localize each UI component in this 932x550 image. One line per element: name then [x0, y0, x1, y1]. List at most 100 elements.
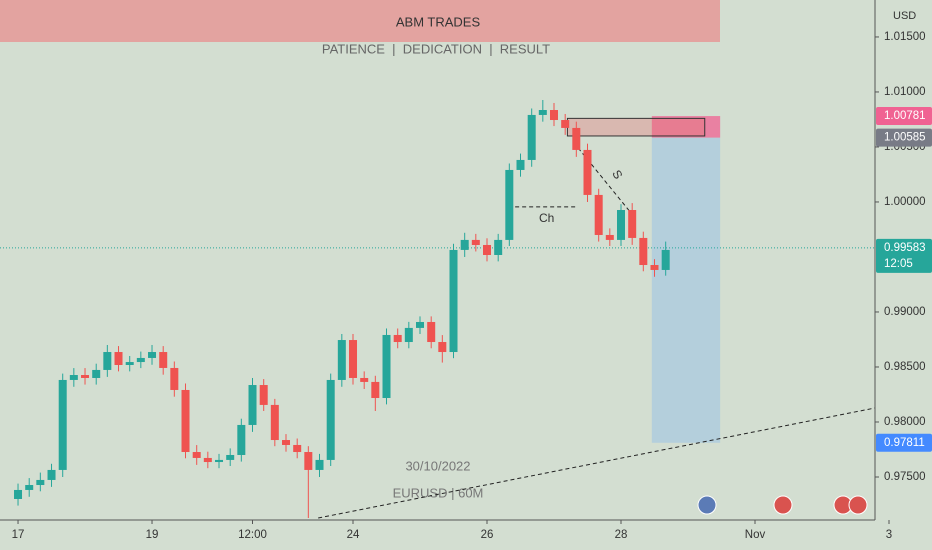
- candle-body: [594, 194, 603, 235]
- event-icon[interactable]: [697, 495, 717, 515]
- x-tick-label: 24: [347, 529, 360, 541]
- candle-body: [494, 239, 503, 255]
- candle-body: [505, 169, 514, 240]
- candle-body: [337, 340, 346, 380]
- candle-body: [438, 342, 447, 353]
- last-price-label: 0.99583: [884, 242, 926, 254]
- stop-price-label: 1.00781: [884, 110, 926, 122]
- y-tick-label: 1.00000: [884, 196, 926, 208]
- candle-body: [81, 375, 90, 378]
- trendline: [318, 407, 876, 519]
- candle-body: [148, 352, 157, 358]
- candle-body: [25, 485, 34, 490]
- candle-body: [605, 234, 614, 240]
- candle-body: [114, 352, 123, 366]
- candle-body: [125, 362, 134, 366]
- x-tick-label: Nov: [745, 529, 766, 541]
- watermark-symbol: EURUSD | 60M: [393, 485, 484, 500]
- target-zone: [651, 137, 721, 443]
- candle-body: [215, 459, 224, 463]
- candle-body: [170, 367, 179, 390]
- event-icon[interactable]: [773, 495, 793, 515]
- y-tick-label: 0.99000: [884, 306, 926, 318]
- candle-body: [661, 249, 670, 270]
- y-tick-label: 0.98500: [884, 361, 926, 373]
- candle-body: [616, 210, 625, 240]
- candle-body: [315, 459, 324, 470]
- candle-body: [628, 210, 637, 238]
- x-tick-label: 26: [481, 529, 494, 541]
- currency: USD: [893, 10, 916, 22]
- y-tick-label: 1.01500: [884, 31, 926, 43]
- candle-body: [47, 469, 56, 480]
- candle-body: [14, 489, 23, 499]
- candle-body: [159, 352, 168, 368]
- candle-body: [371, 381, 380, 399]
- candle-body: [270, 404, 279, 441]
- supply-zone: [566, 117, 706, 137]
- candle-body: [282, 440, 291, 445]
- x-tick-label: 3: [886, 529, 892, 541]
- ch-label: Ch: [539, 211, 554, 225]
- candle-body: [572, 127, 581, 150]
- watermark-date: 30/10/2022: [405, 458, 470, 473]
- x-tick-label: 12:00: [238, 529, 267, 541]
- s-label: S: [609, 168, 625, 182]
- candle-body: [92, 369, 101, 378]
- event-icon[interactable]: [848, 495, 868, 515]
- entry-price-label: 1.00585: [884, 132, 926, 144]
- candle-body: [561, 120, 570, 128]
- candle-body: [382, 334, 391, 399]
- y-tick-label: 1.01000: [884, 86, 926, 98]
- last-price-bg: [876, 238, 932, 273]
- candle-body: [360, 377, 369, 382]
- candle-body: [416, 321, 425, 328]
- header: ABM TRADES: [396, 14, 481, 29]
- candle-body: [103, 352, 112, 370]
- candle-body: [404, 327, 413, 343]
- candle-body: [550, 110, 559, 121]
- y-tick-label: 0.98000: [884, 416, 926, 428]
- candle-body: [583, 149, 592, 195]
- candle-body: [449, 249, 458, 353]
- stop-zone: [651, 116, 721, 138]
- candle-body: [516, 159, 525, 170]
- candle-body: [538, 110, 547, 115]
- candle-body: [181, 389, 190, 453]
- candle-body: [393, 334, 402, 343]
- candle-body: [259, 385, 268, 405]
- candle-body: [58, 379, 67, 470]
- candle-body: [192, 452, 201, 458]
- candle-body: [304, 452, 313, 470]
- candle-body: [639, 237, 648, 266]
- candle-body: [650, 265, 659, 270]
- subtitle: PATIENCE | DEDICATION | RESULT: [322, 41, 550, 56]
- candle-body: [36, 479, 45, 486]
- y-tick-label: 0.97500: [884, 471, 926, 483]
- entry-price-label-bg: [876, 128, 932, 147]
- candle-body: [248, 385, 257, 425]
- stop-price-label-bg: [876, 107, 932, 126]
- candle-body: [203, 457, 212, 463]
- candle-body: [527, 114, 536, 160]
- target-price-label-bg: [876, 433, 932, 452]
- candle-body: [471, 239, 480, 245]
- candle-body: [460, 239, 469, 250]
- candle-body: [69, 375, 78, 380]
- x-tick-label: 19: [146, 529, 159, 541]
- target-price-label: 0.97811: [884, 437, 925, 449]
- candle-body: [237, 424, 246, 455]
- x-tick-label: 17: [12, 529, 25, 541]
- candle-body: [226, 454, 235, 460]
- candle-body: [136, 357, 145, 363]
- candle-body: [326, 379, 335, 460]
- countdown: 12:05: [884, 258, 913, 270]
- header-banner: [0, 0, 720, 42]
- candle-body: [427, 321, 436, 343]
- candle-body: [293, 444, 302, 453]
- x-tick-label: 28: [615, 529, 628, 541]
- event-icons: [697, 495, 868, 515]
- candle-body: [483, 244, 492, 255]
- candle-body: [349, 340, 358, 378]
